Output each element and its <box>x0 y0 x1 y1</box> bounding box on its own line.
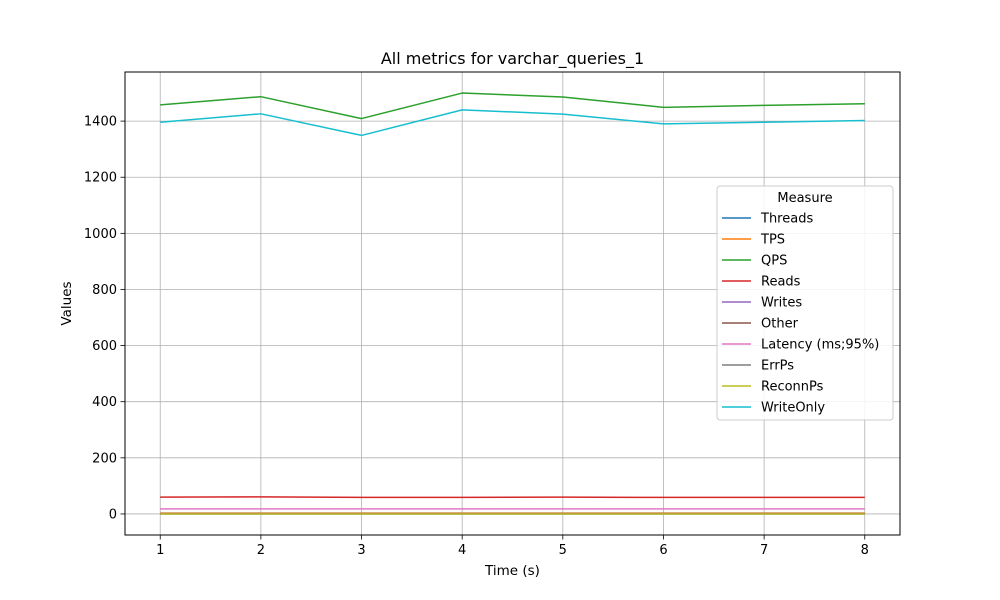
legend-label-writeonly: WriteOnly <box>761 401 825 416</box>
y-tick-label: 200 <box>92 451 117 466</box>
x-tick-label: 1 <box>156 543 164 558</box>
y-axis-title: Values <box>59 281 75 325</box>
y-tick-label: 1000 <box>84 227 117 242</box>
chart-title: All metrics for varchar_queries_1 <box>381 49 644 69</box>
x-axis-ticks: 1 2 3 4 5 6 7 8 <box>156 535 869 558</box>
x-tick-label: 6 <box>659 543 667 558</box>
legend-title: Measure <box>777 191 832 206</box>
legend-label-other: Other <box>761 317 799 332</box>
x-tick-label: 5 <box>559 543 567 558</box>
x-tick-label: 8 <box>861 543 869 558</box>
legend-label-reads: Reads <box>761 275 801 290</box>
legend-label-writes: Writes <box>761 296 802 311</box>
y-tick-label: 1200 <box>84 171 117 186</box>
legend: Measure Threads TPS QPS Reads Writes Other Lat… <box>716 185 894 421</box>
legend-box <box>716 185 894 421</box>
legend-label-qps: QPS <box>761 254 787 269</box>
legend-label-tps: TPS <box>760 233 785 248</box>
series-lines <box>160 92 865 515</box>
y-tick-label: 0 <box>109 507 117 522</box>
x-tick-label: 4 <box>458 543 466 558</box>
y-tick-label: 1400 <box>84 115 117 130</box>
series-line-qps <box>160 92 865 120</box>
x-tick-label: 3 <box>357 543 365 558</box>
x-tick-label: 2 <box>257 543 265 558</box>
series-line-writeonly <box>160 109 865 137</box>
x-tick-label: 7 <box>760 543 768 558</box>
legend-items: Threads TPS QPS Reads Writes Other Latency (ms… <box>722 212 879 416</box>
legend-label-latency-ms-95: Latency (ms;95%) <box>761 338 879 353</box>
y-tick-label: 600 <box>92 339 117 354</box>
plot-frame <box>124 71 901 536</box>
legend-label-errps: ErrPs <box>761 359 794 374</box>
legend-label-threads: Threads <box>760 212 813 227</box>
series-line-reads <box>160 496 865 499</box>
legend-label-reconnps: ReconnPs <box>761 380 824 395</box>
y-tick-label: 400 <box>92 395 117 410</box>
y-tick-label: 800 <box>92 283 117 298</box>
y-axis-ticks: 0 200 400 600 800 1000 1200 1400 <box>84 115 125 522</box>
x-axis-title: Time (s) <box>484 563 540 579</box>
